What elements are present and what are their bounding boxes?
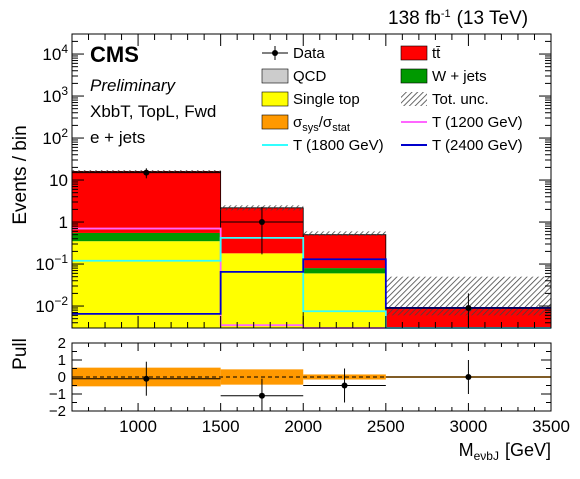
bar-single-top-bin1 [220, 253, 304, 328]
pull-point-2 [341, 382, 348, 389]
bar-w-jets-bin2 [303, 268, 386, 274]
legend-swatch [261, 68, 289, 84]
legend-swatch [261, 91, 289, 107]
legend-item-wjets: W + jets [400, 68, 487, 85]
bar-w-jets-bin0 [72, 232, 221, 242]
legend-label-ttbar: tt̄ [432, 45, 441, 62]
data-point-2 [465, 304, 472, 311]
xtick-label-1: 1500 [202, 417, 240, 436]
category-label: XbbT, TopL, Fwd [90, 102, 216, 121]
legend-item-qcd: QCD [261, 68, 327, 85]
status-label: Preliminary [90, 76, 177, 95]
ytick-label-3: 10 [49, 171, 68, 190]
legend-label-sysstat: σsys/σstat [293, 114, 350, 134]
legend-item-singletop: Single top [261, 91, 360, 108]
pull-ytick-label-1: 1 [58, 352, 66, 369]
legend-item-t1200: T (1200 GeV) [401, 114, 523, 131]
legend: Data tt̄ QCD W + jets Single top Tot. unc. σsy… [261, 45, 523, 154]
legend-swatch [261, 114, 289, 130]
legend-label-t1200: T (1200 GeV) [432, 114, 523, 131]
ytick-label-4: 1 [59, 213, 68, 232]
xtick-label-3: 2500 [367, 417, 405, 436]
bar-single-top-bin0 [72, 241, 221, 328]
bar-tt--bin2 [303, 234, 386, 269]
ytick-label-5: 10−1 [35, 252, 68, 274]
pull-ytick-label-2: 0 [58, 369, 66, 386]
main-frame [71, 33, 552, 329]
legend-swatch [400, 45, 428, 61]
pull-axis-ticks: 210−1−2 [49, 335, 551, 420]
ytick-label-1: 103 [42, 84, 68, 106]
signal-t-2400-gev- [72, 258, 551, 315]
pull-ytick-label-0: 2 [58, 335, 66, 352]
bar-tt--bin0 [72, 171, 221, 233]
legend-label-qcd: QCD [293, 68, 327, 85]
ytick-label-6: 10−2 [35, 294, 68, 316]
bar-single-top-bin2 [303, 273, 386, 328]
legend-label-singletop: Single top [293, 91, 360, 108]
legend-item-totunc: Tot. unc. [401, 91, 489, 108]
legend-label-t1800: T (1800 GeV) [293, 137, 384, 154]
xtick-label-5: 3500 [532, 417, 570, 436]
legend-item-t1800: T (1800 GeV) [262, 137, 384, 154]
legend-item-data: Data [262, 45, 325, 62]
x-axis-ticks: 1000 1500 2000 2500 3000 3500 [88, 34, 570, 436]
pull-ytick-label-4: −2 [49, 403, 66, 420]
legend-label-data: Data [293, 45, 325, 62]
pull-axis-label: Pull [10, 338, 31, 370]
pull-point-1 [258, 392, 265, 399]
pull-points [72, 360, 551, 411]
xtick-label-0: 1000 [119, 417, 157, 436]
legend-label-totunc: Tot. unc. [432, 91, 489, 108]
pull-point-0 [143, 375, 150, 382]
data-point-0 [143, 169, 150, 176]
data-point-1 [258, 219, 265, 226]
x-axis-label: MeνbJ [GeV] [459, 440, 551, 463]
legend-swatch [400, 68, 428, 84]
legend-item-t2400: T (2400 GeV) [401, 137, 523, 154]
experiment-label: CMS [90, 42, 139, 67]
legend-item-ttbar: tt̄ [400, 45, 441, 62]
y-axis-label: Events / bin [10, 125, 31, 224]
unc-bin2 [303, 231, 386, 236]
xtick-label-2: 2000 [284, 417, 322, 436]
ytick-label-0: 104 [42, 42, 68, 64]
legend-marker-dot [272, 50, 278, 56]
xtick-label-4: 3000 [449, 417, 487, 436]
legend-label-wjets: W + jets [432, 68, 487, 85]
lumi-label: 138 fb-1 (13 TeV) [388, 8, 528, 29]
pull-ytick-label-3: −1 [49, 386, 66, 403]
legend-swatch [401, 92, 427, 106]
legend-label-t2400: T (2400 GeV) [432, 137, 523, 154]
channel-label: e + jets [90, 128, 145, 147]
data-points [72, 168, 551, 328]
ytick-label-2: 102 [42, 126, 68, 148]
legend-item-sysstat: σsys/σstat [261, 114, 350, 134]
pull-point-3 [465, 374, 472, 380]
